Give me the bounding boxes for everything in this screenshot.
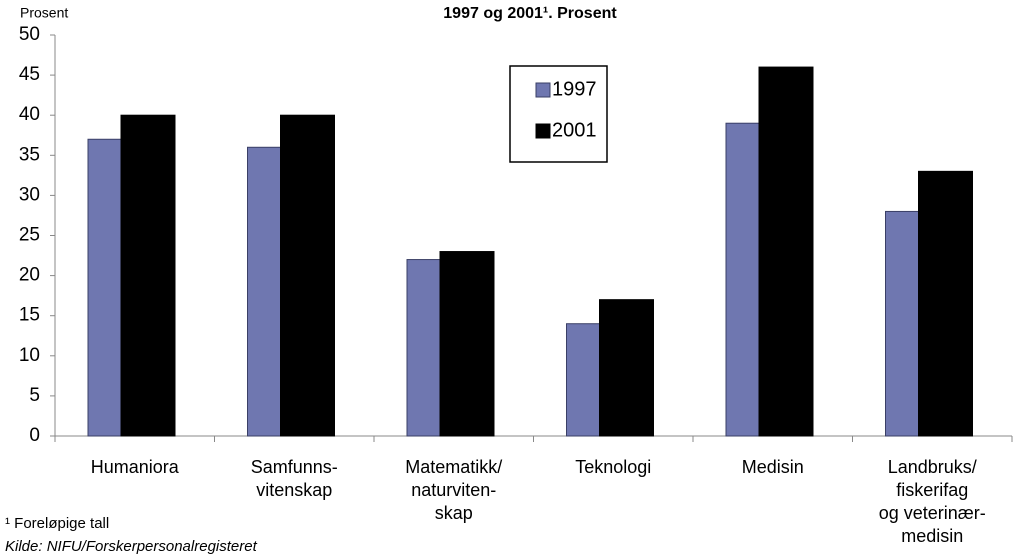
- x-tick-label-line: skap: [435, 503, 473, 523]
- y-axis-label: Prosent: [20, 5, 68, 21]
- bar: [280, 114, 335, 437]
- y-tick-label: 35: [19, 144, 40, 165]
- bar: [725, 122, 760, 437]
- y-tick-label: 25: [19, 225, 40, 246]
- bar: [87, 138, 122, 437]
- bar: [599, 299, 654, 437]
- x-tick-label: Teknologi: [575, 457, 651, 477]
- x-tick-label-line: og veterinær-: [879, 503, 986, 523]
- x-tick-label-line: Landbruks/: [888, 457, 977, 477]
- x-tick-label-line: vitenskap: [256, 480, 332, 500]
- x-tick-label-line: Medisin: [742, 457, 804, 477]
- bar: [247, 146, 281, 437]
- legend-label: 2001: [552, 119, 597, 141]
- bar: [885, 210, 919, 437]
- y-tick-label: 50: [19, 24, 40, 45]
- y-tick-label: 0: [29, 425, 40, 446]
- source: Kilde: NIFU/Forskerpersonalregisteret: [5, 538, 258, 555]
- bar: [566, 323, 600, 437]
- bar: [439, 251, 495, 437]
- x-tick-label-line: medisin: [901, 526, 963, 546]
- x-tick-label-line: Samfunns-: [251, 457, 338, 477]
- x-tick-label-line: fiskerifag: [896, 480, 968, 500]
- y-tick-label: 40: [19, 104, 40, 125]
- bar: [120, 114, 176, 437]
- y-tick-label: 30: [19, 184, 40, 205]
- x-tick-label: Humaniora: [91, 457, 180, 477]
- legend-label: 1997: [552, 78, 597, 100]
- y-tick-label: 45: [19, 64, 40, 85]
- y-tick-label: 5: [29, 385, 40, 406]
- x-tick-label-line: Humaniora: [91, 457, 180, 477]
- x-tick-label-line: Matematikk/: [405, 457, 502, 477]
- y-tick-label: 10: [19, 345, 40, 366]
- x-tick-label: Landbruks/fiskerifag og veterinær-medisin: [879, 457, 986, 546]
- legend-swatch: [535, 82, 551, 98]
- chart-title: 1997 og 2001¹. Prosent: [443, 5, 617, 22]
- x-tick-label: Samfunns-vitenskap: [251, 457, 338, 500]
- bar: [758, 66, 814, 437]
- legend-swatch: [535, 123, 551, 139]
- x-tick-label-line: Teknologi: [575, 457, 651, 477]
- footnote: ¹ Foreløpige tall: [5, 515, 109, 532]
- y-tick-label: 20: [19, 265, 40, 286]
- y-tick-label: 15: [19, 305, 40, 326]
- x-tick-label-line: naturviten-: [411, 480, 496, 500]
- bar: [918, 170, 973, 437]
- bar: [406, 259, 441, 437]
- x-tick-label: Matematikk/naturviten-skap: [405, 457, 502, 523]
- legend-box: [509, 65, 608, 163]
- x-tick-label: Medisin: [742, 457, 804, 477]
